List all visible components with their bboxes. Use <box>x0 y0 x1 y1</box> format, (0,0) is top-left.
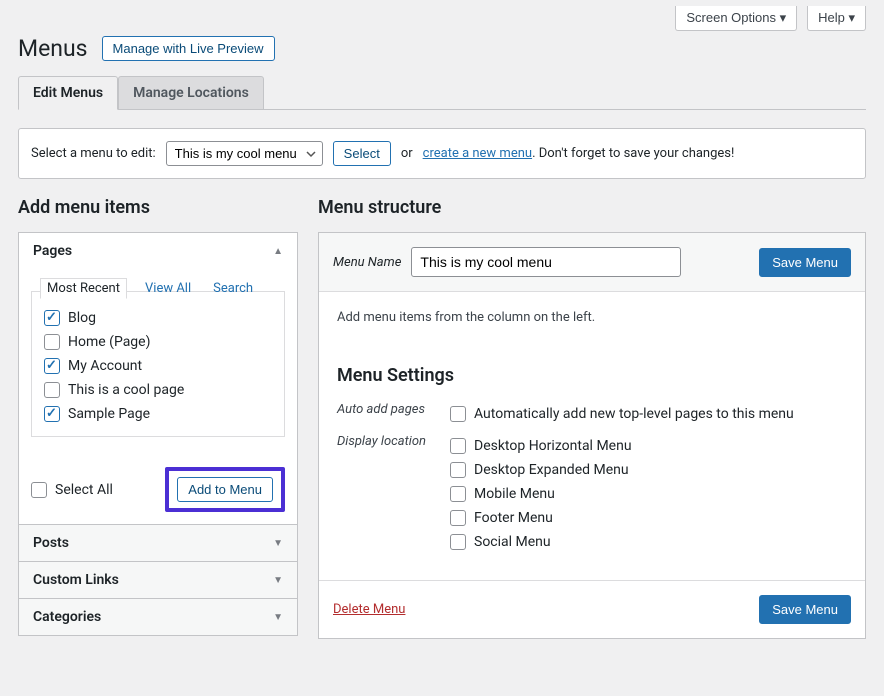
display-location-option[interactable]: Desktop Expanded Menu <box>450 458 847 482</box>
display-location-option[interactable]: Footer Menu <box>450 506 847 530</box>
display-location-label: Footer Menu <box>474 510 553 526</box>
tab-manage-locations[interactable]: Manage Locations <box>118 76 264 110</box>
display-location-checkbox[interactable] <box>450 486 466 502</box>
display-location-label: Social Menu <box>474 534 551 550</box>
display-location-option[interactable]: Social Menu <box>450 530 847 554</box>
menu-structure-heading: Menu structure <box>318 197 866 218</box>
auto-add-checkbox[interactable] <box>450 406 466 422</box>
display-location-label: Mobile Menu <box>474 486 555 502</box>
display-location-option[interactable]: Mobile Menu <box>450 482 847 506</box>
menu-settings-heading: Menu Settings <box>337 365 847 386</box>
accordion-categories[interactable]: Categories ▼ <box>19 598 297 635</box>
select-button[interactable]: Select <box>333 141 391 166</box>
page-item[interactable]: This is a cool page <box>44 378 272 402</box>
auto-add-label: Auto add pages <box>337 402 432 417</box>
auto-add-option-label: Automatically add new top-level pages to… <box>474 406 794 422</box>
chevron-down-icon: ▼ <box>273 612 283 623</box>
accordion-custom-links-label: Custom Links <box>33 572 119 588</box>
display-location-label: Display location <box>337 434 432 449</box>
menu-name-input[interactable] <box>411 247 681 277</box>
menu-select[interactable]: This is my cool menu <box>166 141 323 166</box>
menu-name-label: Menu Name <box>333 255 401 270</box>
add-items-heading: Add menu items <box>18 197 298 218</box>
subtab-most-recent[interactable]: Most Recent <box>40 278 127 299</box>
tab-edit-menus[interactable]: Edit Menus <box>18 76 118 110</box>
select-bar-trailer: . Don't forget to save your changes! <box>532 146 734 161</box>
accordion-custom-links[interactable]: Custom Links ▼ <box>19 561 297 598</box>
add-to-menu-button[interactable]: Add to Menu <box>177 477 273 502</box>
display-location-checkbox[interactable] <box>450 438 466 454</box>
page-item-label: My Account <box>68 358 142 374</box>
save-menu-button-bottom[interactable]: Save Menu <box>759 595 851 624</box>
or-text: or <box>401 146 413 161</box>
page-item[interactable]: Sample Page <box>44 402 272 426</box>
accordion-posts[interactable]: Posts ▼ <box>19 524 297 561</box>
display-location-checkbox[interactable] <box>450 462 466 478</box>
chevron-down-icon: ▼ <box>273 538 283 549</box>
page-item-label: Home (Page) <box>68 334 150 350</box>
structure-hint: Add menu items from the column on the le… <box>337 310 847 325</box>
page-item-label: Sample Page <box>68 406 150 422</box>
display-location-label: Desktop Horizontal Menu <box>474 438 632 454</box>
screen-options-button[interactable]: Screen Options ▾ <box>675 6 797 31</box>
page-item[interactable]: My Account <box>44 354 272 378</box>
select-menu-bar: Select a menu to edit: This is my cool m… <box>18 128 866 179</box>
create-new-menu-link[interactable]: create a new menu <box>423 146 532 161</box>
display-location-option[interactable]: Desktop Horizontal Menu <box>450 434 847 458</box>
help-button[interactable]: Help ▾ <box>807 6 866 31</box>
page-title: Menus <box>18 35 88 62</box>
live-preview-button[interactable]: Manage with Live Preview <box>102 36 275 61</box>
display-location-label: Desktop Expanded Menu <box>474 462 629 478</box>
accordion-posts-label: Posts <box>33 535 69 551</box>
page-item[interactable]: Home (Page) <box>44 330 272 354</box>
page-item-checkbox[interactable] <box>44 406 60 422</box>
page-item-checkbox[interactable] <box>44 310 60 326</box>
page-item-label: This is a cool page <box>68 382 184 398</box>
delete-menu-link[interactable]: Delete Menu <box>333 602 405 617</box>
accordion-categories-label: Categories <box>33 609 101 625</box>
save-menu-button-top[interactable]: Save Menu <box>759 248 851 277</box>
page-item[interactable]: Blog <box>44 306 272 330</box>
page-item-checkbox[interactable] <box>44 382 60 398</box>
chevron-down-icon: ▼ <box>273 575 283 586</box>
page-item-checkbox[interactable] <box>44 358 60 374</box>
page-item-label: Blog <box>68 310 96 326</box>
chevron-up-icon: ▲ <box>273 246 283 257</box>
accordion-pages[interactable]: Pages ▲ <box>19 233 297 269</box>
select-all-label: Select All <box>55 482 113 498</box>
select-menu-label: Select a menu to edit: <box>31 146 156 161</box>
display-location-checkbox[interactable] <box>450 510 466 526</box>
display-location-checkbox[interactable] <box>450 534 466 550</box>
subtab-search[interactable]: Search <box>209 281 257 299</box>
accordion-pages-label: Pages <box>33 243 72 259</box>
select-all-checkbox[interactable] <box>31 482 47 498</box>
page-item-checkbox[interactable] <box>44 334 60 350</box>
subtab-view-all[interactable]: View All <box>141 281 195 299</box>
